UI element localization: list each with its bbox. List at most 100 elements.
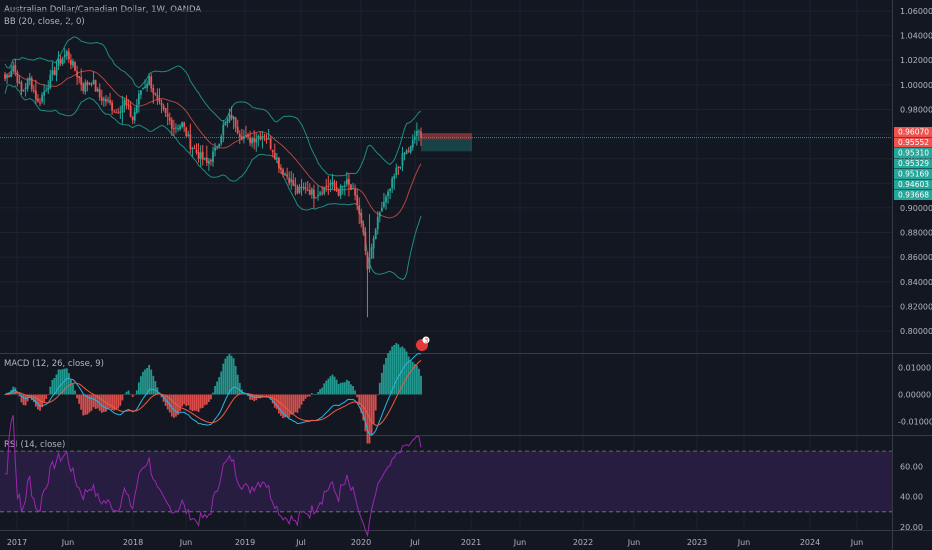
- macd-histogram-bar: [341, 382, 344, 395]
- macd-histogram-bar: [327, 378, 330, 395]
- macd-histogram-bar: [325, 380, 328, 395]
- candle-body: [164, 107, 167, 114]
- macd-histogram-bar: [84, 394, 87, 415]
- candle-body: [20, 82, 23, 92]
- candle-body: [255, 138, 258, 143]
- price-tag: [894, 148, 932, 158]
- price-tick-label: 0.84000: [900, 278, 932, 287]
- macd-histogram-bar: [41, 394, 43, 408]
- macd-histogram-bar: [401, 346, 404, 395]
- candle-body: [160, 102, 163, 106]
- candle-body: [76, 71, 78, 78]
- macd-histogram-bar: [222, 363, 225, 395]
- candle-body: [321, 192, 324, 195]
- candle-body: [290, 179, 293, 183]
- candle-body: [335, 187, 338, 191]
- macd-legend[interactable]: MACD (12, 26, close, 9): [4, 359, 104, 369]
- candle-body: [12, 65, 15, 72]
- candle-body: [418, 131, 420, 133]
- macd-histogram-bar: [397, 344, 400, 395]
- macd-histogram-bar: [251, 394, 254, 400]
- macd-histogram-bar: [420, 375, 422, 395]
- bollinger-basis: [4, 69, 422, 219]
- candle-body: [129, 105, 132, 117]
- macd-histogram-bar: [292, 394, 295, 415]
- bollinger-legend[interactable]: BB (20, close, 2, 0): [4, 17, 85, 27]
- candle-body: [105, 99, 107, 102]
- candle-body: [123, 100, 126, 107]
- macd-histogram-bar: [372, 394, 375, 424]
- macd-histogram-bar: [127, 390, 130, 395]
- macd-histogram-bar: [315, 393, 317, 395]
- macd-histogram-bar: [63, 368, 66, 395]
- rsi-legend[interactable]: RSI (14, close): [4, 440, 66, 450]
- macd-histogram-bar: [304, 394, 307, 399]
- macd-histogram-bar: [413, 364, 416, 395]
- candle-body: [387, 191, 389, 197]
- candle-body: [331, 181, 334, 185]
- macd-histogram-bar: [339, 382, 342, 395]
- rsi-band-zone: [0, 451, 892, 512]
- candle-body: [41, 94, 43, 102]
- candle-body: [205, 157, 208, 163]
- symbol-title[interactable]: Australian Dollar/Canadian Dollar, 1W, O…: [4, 5, 202, 15]
- candle-body: [121, 105, 124, 113]
- candle-body: [298, 186, 301, 193]
- macd-histogram-bar: [395, 343, 398, 395]
- macd-histogram-bar: [187, 394, 190, 406]
- macd-histogram-bar: [247, 394, 249, 397]
- macd-histogram-bar: [290, 394, 293, 415]
- candle-body: [228, 114, 231, 121]
- candle-body: [72, 60, 74, 66]
- candle-body: [86, 81, 89, 86]
- time-axis-label: 2019: [235, 538, 255, 547]
- candle-body: [119, 111, 122, 113]
- macd-histogram-bar: [32, 394, 35, 403]
- price-tag-label: 0.95329: [898, 159, 929, 168]
- macd-histogram-bar: [356, 394, 359, 398]
- candle-body: [6, 74, 8, 78]
- candle-body: [415, 130, 418, 136]
- macd-histogram-bar: [409, 359, 412, 395]
- macd-tick-label: -0.01000: [898, 418, 932, 427]
- macd-histogram-bar: [24, 394, 27, 406]
- macd-histogram-bar: [360, 394, 363, 413]
- macd-histogram-bar: [51, 379, 54, 395]
- macd-histogram-bar: [137, 382, 140, 395]
- macd-histogram-bar: [331, 374, 334, 395]
- time-axis-label: 2021: [461, 538, 481, 547]
- candle-body: [393, 175, 396, 180]
- macd-histogram-bar: [282, 394, 284, 419]
- candle-body: [37, 98, 39, 102]
- candle-body: [127, 104, 130, 107]
- candle-body: [107, 99, 109, 101]
- candle-body: [308, 189, 311, 195]
- candle-body: [168, 117, 171, 121]
- macd-histogram-bar: [121, 394, 124, 401]
- macd-histogram-bar: [185, 394, 188, 407]
- candle-body: [263, 136, 266, 138]
- candle-body: [8, 75, 11, 77]
- macd-histogram-bar: [352, 386, 354, 395]
- macd-histogram-bar: [280, 394, 282, 416]
- macd-histogram-bar: [278, 394, 280, 414]
- price-tag: [894, 190, 932, 200]
- candle-body: [352, 187, 354, 189]
- macd-histogram-bar: [329, 376, 332, 395]
- price-tick-label: 0.86000: [900, 253, 932, 262]
- candle-body: [339, 185, 342, 196]
- candle-body: [82, 83, 85, 91]
- macd-histogram-bar: [321, 387, 324, 395]
- candle-body: [224, 121, 227, 126]
- macd-histogram-bar: [150, 369, 153, 395]
- candle-body: [189, 134, 192, 149]
- candle-body: [292, 180, 295, 186]
- candle-body: [399, 166, 402, 168]
- candle-body: [366, 252, 369, 270]
- candle-body: [238, 133, 241, 137]
- candle-body: [78, 76, 81, 79]
- candle-body: [170, 119, 173, 129]
- macd-histogram-bar: [47, 394, 50, 396]
- macd-histogram-bar: [20, 394, 23, 403]
